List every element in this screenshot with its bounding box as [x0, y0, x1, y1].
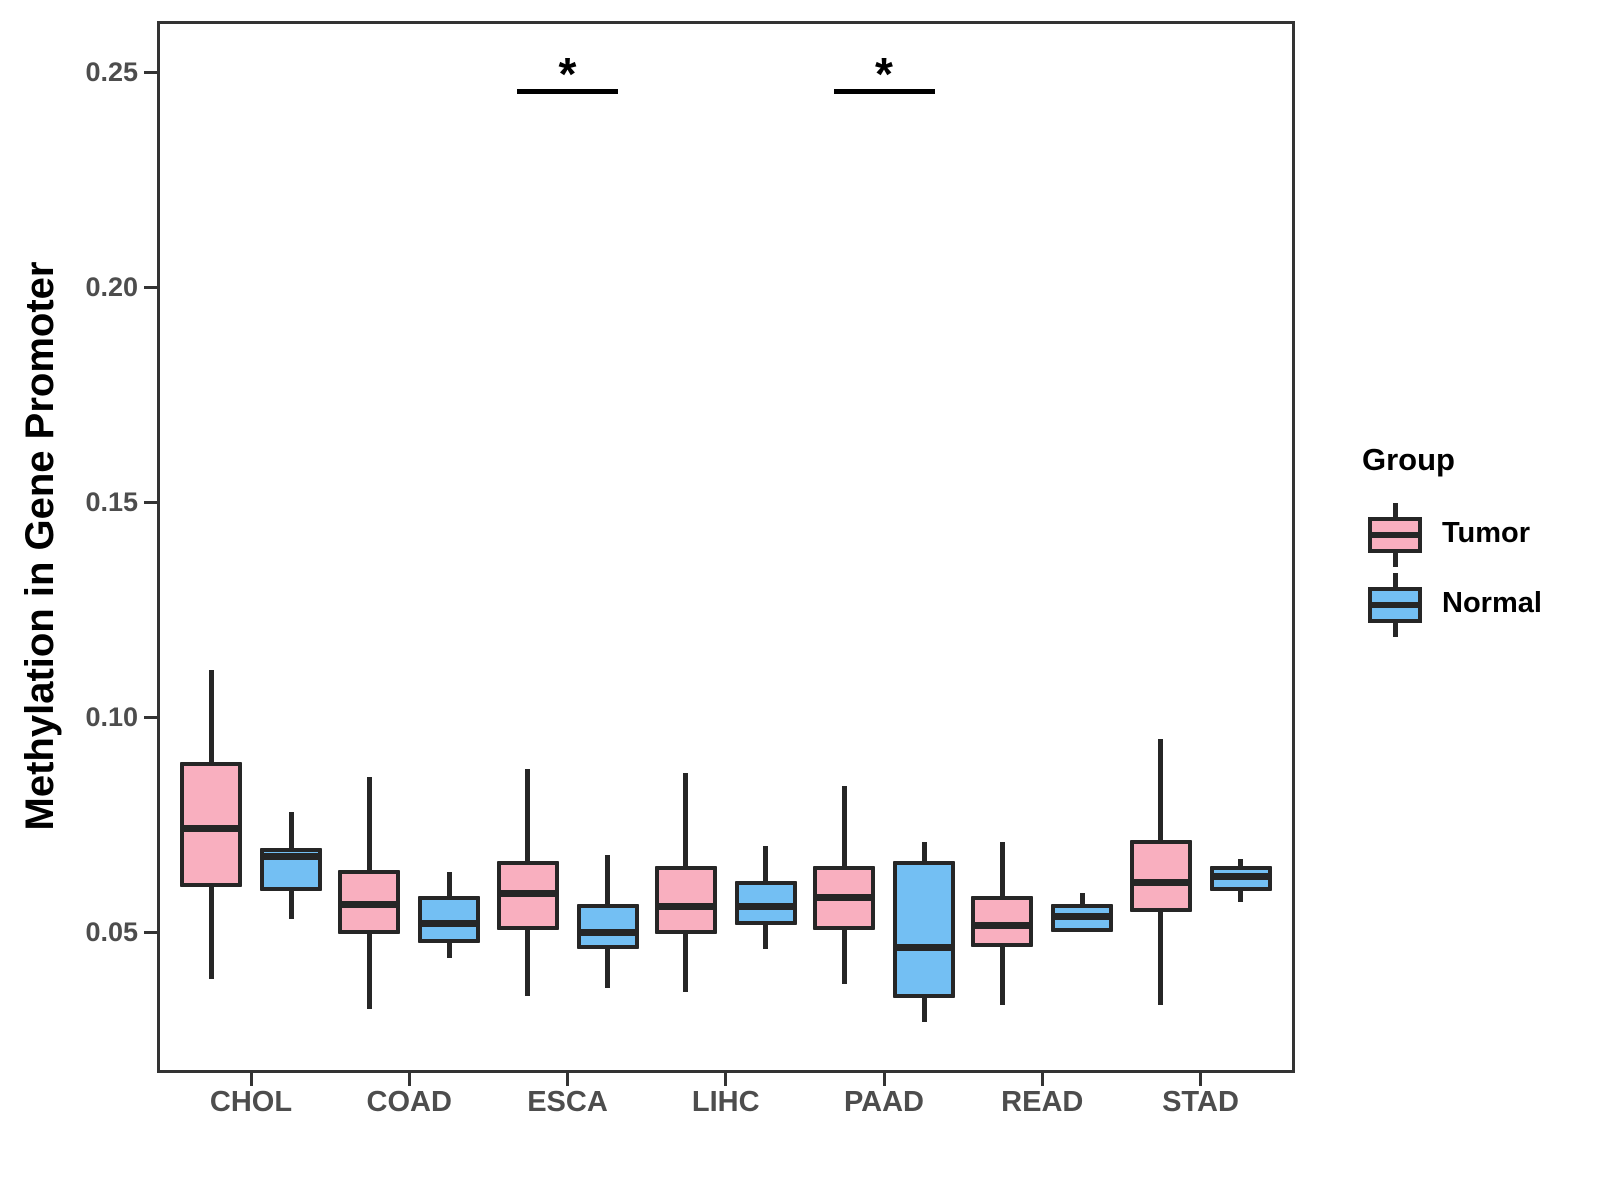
legend-glyph-median — [1368, 602, 1422, 608]
significance-bar-ESCA — [517, 88, 618, 94]
legend-label-tumor: Tumor — [1442, 517, 1531, 549]
legend-title: Group — [1362, 442, 1455, 477]
box-tumor-READ — [971, 895, 1034, 947]
legend-glyph-whisker-bottom — [1392, 623, 1398, 637]
legend-glyph-whisker-top — [1392, 573, 1398, 587]
x-tick-mark — [249, 1073, 253, 1086]
significance-star-PAAD: * — [875, 48, 893, 101]
median-normal-LIHC — [734, 902, 797, 910]
whisker-upper-tumor-COAD — [366, 777, 372, 872]
y-tick-label: 0.20 — [85, 272, 138, 302]
legend-item-tumor: Tumor — [1330, 500, 1594, 570]
significance-star-ESCA: * — [558, 48, 577, 101]
whisker-upper-normal-COAD — [446, 871, 452, 898]
legend-glyph-whisker-top — [1392, 503, 1398, 517]
y-axis-title: Methylation in Gene Promoter — [18, 261, 62, 831]
median-normal-COAD — [418, 919, 481, 927]
whisker-lower-normal-PAAD — [921, 996, 927, 1023]
x-tick-mark — [566, 1073, 569, 1086]
whisker-lower-tumor-STAD — [1158, 910, 1163, 1006]
whisker-upper-normal-CHOL — [288, 811, 294, 851]
y-tick-label: 0.10 — [85, 702, 138, 732]
whisker-lower-tumor-PAAD — [841, 927, 847, 984]
median-tumor-PAAD — [813, 894, 875, 902]
x-tick-label: PAAD — [843, 1086, 925, 1118]
whisker-upper-tumor-CHOL — [208, 669, 214, 765]
legend-item-normal: Normal — [1330, 570, 1594, 640]
whisker-lower-normal-ESCA — [605, 947, 610, 988]
x-tick-mark — [882, 1073, 886, 1086]
whisker-lower-tumor-ESCA — [525, 927, 530, 997]
whisker-upper-tumor-PAAD — [841, 785, 847, 868]
median-tumor-LIHC — [654, 902, 717, 910]
median-tumor-CHOL — [180, 825, 242, 833]
box-normal-PAAD — [893, 861, 955, 999]
x-tick-label: CHOL — [209, 1086, 293, 1118]
whisker-lower-normal-COAD — [446, 940, 452, 958]
legend: Group Tumor Normal — [1330, 438, 1594, 668]
x-tick-label: ESCA — [527, 1086, 608, 1118]
box-tumor-LIHC — [654, 865, 717, 934]
whisker-lower-tumor-CHOL — [208, 884, 214, 980]
whisker-upper-tumor-ESCA — [525, 768, 530, 864]
x-tick-label: STAD — [1162, 1086, 1239, 1118]
median-tumor-READ — [971, 922, 1034, 930]
box-normal-ESCA — [576, 904, 639, 950]
legend-boxplot-glyph-tumor — [1368, 503, 1422, 567]
y-tick-mark — [144, 500, 157, 504]
whisker-upper-tumor-READ — [999, 841, 1005, 898]
whisker-upper-normal-STAD — [1238, 858, 1243, 868]
legend-glyph-whisker-bottom — [1392, 553, 1398, 567]
whisker-upper-normal-ESCA — [605, 854, 610, 907]
plot-panel — [157, 21, 1295, 1073]
median-normal-READ — [1051, 913, 1114, 921]
x-tick-mark — [1199, 1073, 1202, 1086]
whisker-upper-tumor-LIHC — [683, 772, 689, 868]
median-tumor-STAD — [1129, 879, 1192, 887]
x-tick-label: COAD — [366, 1086, 452, 1118]
median-normal-PAAD — [893, 943, 955, 951]
median-normal-CHOL — [260, 853, 322, 861]
x-tick-mark — [724, 1073, 728, 1086]
whisker-upper-normal-LIHC — [763, 846, 769, 883]
box-tumor-CHOL — [180, 762, 242, 887]
median-normal-ESCA — [576, 928, 639, 936]
whisker-lower-normal-CHOL — [288, 889, 294, 920]
whisker-lower-normal-LIHC — [763, 923, 769, 950]
y-tick-label: 0.25 — [85, 57, 138, 87]
whisker-upper-normal-PAAD — [921, 841, 927, 864]
whisker-upper-tumor-STAD — [1158, 738, 1163, 842]
whisker-upper-normal-READ — [1079, 893, 1085, 907]
whisker-lower-tumor-READ — [999, 944, 1005, 1006]
y-tick-mark — [144, 285, 157, 289]
x-tick-mark — [407, 1073, 411, 1086]
y-tick-mark — [144, 715, 157, 719]
legend-boxplot-glyph-normal — [1368, 573, 1422, 637]
whisker-lower-tumor-COAD — [366, 932, 372, 1010]
y-tick-label: 0.05 — [85, 917, 138, 947]
x-tick-mark — [1040, 1073, 1044, 1086]
x-tick-label: READ — [1001, 1086, 1084, 1118]
legend-label-normal: Normal — [1442, 587, 1542, 619]
box-tumor-STAD — [1129, 839, 1192, 913]
significance-bar-PAAD — [833, 88, 935, 94]
median-tumor-ESCA — [496, 889, 559, 897]
whisker-lower-normal-STAD — [1238, 889, 1243, 902]
y-tick-label: 0.15 — [85, 487, 138, 517]
y-tick-mark — [144, 930, 157, 934]
median-tumor-COAD — [338, 900, 401, 908]
median-normal-STAD — [1209, 872, 1272, 880]
legend-glyph-median — [1368, 532, 1422, 538]
x-tick-label: LIHC — [691, 1086, 760, 1118]
y-tick-mark — [144, 70, 157, 74]
box-normal-COAD — [418, 895, 481, 943]
whisker-lower-tumor-LIHC — [683, 932, 689, 993]
